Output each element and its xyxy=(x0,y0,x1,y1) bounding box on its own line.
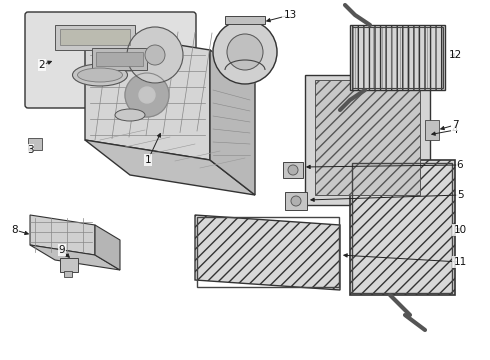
Text: 10: 10 xyxy=(453,225,466,235)
Polygon shape xyxy=(305,75,430,205)
Text: 11: 11 xyxy=(453,257,466,267)
Bar xyxy=(55,25,135,50)
Circle shape xyxy=(227,34,263,70)
Text: 2: 2 xyxy=(39,60,45,70)
Bar xyxy=(352,27,443,88)
Circle shape xyxy=(288,165,298,175)
Bar xyxy=(425,120,439,140)
Bar xyxy=(197,217,339,287)
Polygon shape xyxy=(350,160,455,295)
Polygon shape xyxy=(30,215,95,255)
Text: 1: 1 xyxy=(145,155,151,165)
Text: 8: 8 xyxy=(12,225,18,235)
Text: 13: 13 xyxy=(283,10,296,20)
Circle shape xyxy=(213,20,277,84)
Polygon shape xyxy=(315,80,420,195)
Circle shape xyxy=(127,27,183,83)
Bar xyxy=(225,16,265,24)
Bar xyxy=(60,258,78,272)
Text: 9: 9 xyxy=(59,245,65,255)
Text: 3: 3 xyxy=(26,145,33,155)
FancyBboxPatch shape xyxy=(25,12,196,108)
Ellipse shape xyxy=(115,109,145,121)
Text: 6: 6 xyxy=(457,160,464,170)
Text: 7: 7 xyxy=(452,120,458,130)
Bar xyxy=(352,163,452,293)
Bar xyxy=(64,271,72,277)
Circle shape xyxy=(139,87,155,103)
Text: 5: 5 xyxy=(457,190,464,200)
Text: 12: 12 xyxy=(448,50,462,60)
Polygon shape xyxy=(350,25,445,90)
Polygon shape xyxy=(85,30,210,160)
Bar xyxy=(96,52,143,66)
Polygon shape xyxy=(210,50,255,195)
Bar xyxy=(28,138,42,150)
Bar xyxy=(60,29,130,45)
Ellipse shape xyxy=(77,68,122,82)
Bar xyxy=(92,48,147,70)
Text: 4: 4 xyxy=(452,125,458,135)
Circle shape xyxy=(125,73,169,117)
Polygon shape xyxy=(195,215,340,290)
Polygon shape xyxy=(85,140,255,195)
Polygon shape xyxy=(30,245,120,270)
Circle shape xyxy=(145,45,165,65)
Bar xyxy=(283,162,303,178)
Ellipse shape xyxy=(73,64,127,86)
Circle shape xyxy=(291,196,301,206)
Bar xyxy=(285,192,307,210)
Polygon shape xyxy=(95,225,120,270)
